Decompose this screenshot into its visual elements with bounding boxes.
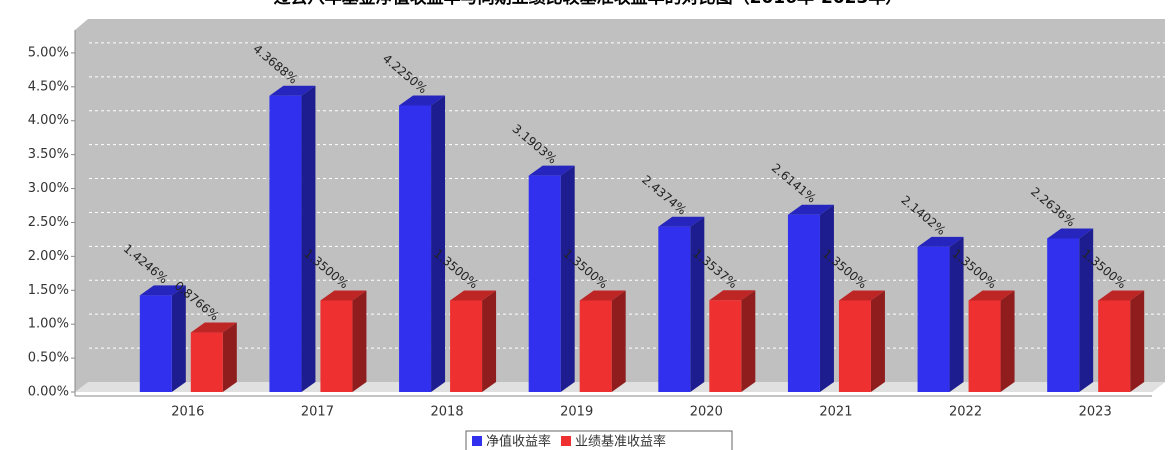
- bar-front: [528, 175, 561, 392]
- y-tick-label: 3.00%: [28, 181, 69, 196]
- bar: [190, 322, 237, 392]
- bar-side: [171, 285, 186, 392]
- bar-front: [139, 295, 172, 392]
- bar-front: [269, 95, 302, 392]
- bar-top: [399, 95, 446, 106]
- bar-side: [611, 290, 626, 392]
- legend-label: 业绩基准收益率: [575, 434, 666, 450]
- legend-label: 净值收益率: [486, 434, 551, 450]
- y-tick-label: 4.00%: [28, 113, 69, 128]
- bar-front: [709, 300, 742, 392]
- bar: [838, 290, 885, 392]
- bar: [968, 290, 1015, 392]
- bar-top: [709, 290, 756, 301]
- bar-top: [917, 236, 964, 247]
- bar-front: [1098, 300, 1131, 392]
- bar-top: [320, 290, 367, 301]
- bar: [269, 85, 316, 392]
- bar: [1098, 290, 1145, 392]
- y-tick-label: 5.00%: [28, 45, 69, 60]
- legend-box: [465, 430, 733, 450]
- bar-side: [301, 85, 316, 392]
- bar-top: [528, 165, 575, 176]
- bar-side: [431, 95, 446, 392]
- bar: [139, 285, 186, 392]
- bar-top: [968, 290, 1015, 301]
- bar-side: [690, 216, 705, 392]
- bar: [450, 290, 497, 392]
- bar-top: [658, 216, 705, 227]
- y-tick-label: 2.00%: [28, 249, 69, 264]
- bar-top: [139, 285, 186, 296]
- bar-side: [1000, 290, 1015, 392]
- bar-front: [190, 332, 223, 392]
- bar-side: [741, 290, 756, 392]
- bar-side: [352, 290, 367, 392]
- x-tick-label: 2021: [819, 405, 852, 420]
- x-tick-label: 2020: [690, 405, 723, 420]
- bar-front: [968, 300, 1001, 392]
- bar-front: [838, 300, 871, 392]
- bar-front: [658, 226, 691, 392]
- x-tick-label: 2016: [171, 405, 204, 420]
- bar-side: [222, 322, 237, 392]
- bar-front: [579, 300, 612, 392]
- bar: [528, 165, 575, 392]
- x-tick-label: 2023: [1079, 405, 1112, 420]
- x-tick-label: 2018: [431, 405, 464, 420]
- bar-front: [450, 300, 483, 392]
- bar-top: [1047, 228, 1094, 239]
- bar-side: [949, 236, 964, 392]
- bar-front: [917, 246, 950, 392]
- bar-top: [190, 322, 237, 333]
- y-tick-label: 1.50%: [28, 283, 69, 298]
- y-tick-label: 4.50%: [28, 79, 69, 94]
- bar: [320, 290, 367, 392]
- bar-front: [399, 105, 432, 392]
- bar: [399, 95, 446, 392]
- bar: [658, 216, 705, 392]
- bar-top: [579, 290, 626, 301]
- bar-front: [1047, 238, 1080, 392]
- legend-swatch: [561, 436, 572, 446]
- legend: 净值收益率 业绩基准收益率: [465, 430, 733, 450]
- legend-swatch: [472, 436, 482, 446]
- bar-top: [269, 85, 316, 96]
- bar-top: [450, 290, 497, 301]
- bar-top: [838, 290, 885, 301]
- x-tick-label: 2017: [301, 405, 334, 420]
- bar-side: [1079, 228, 1094, 392]
- bar-side: [482, 290, 497, 392]
- bar-front: [320, 300, 353, 392]
- bar: [917, 236, 964, 392]
- x-tick-label: 2019: [560, 405, 593, 420]
- bar: [579, 290, 626, 392]
- chart-title: 过去八年基金净值收益率与同期业绩比较基准收益率的对比图（2016年-2023年）: [274, 0, 903, 8]
- x-tick-label: 2022: [949, 405, 982, 420]
- bar: [787, 204, 834, 392]
- bar-front: [787, 214, 820, 392]
- bar-side: [870, 290, 885, 392]
- bar-top: [1098, 290, 1145, 301]
- bar-top: [787, 204, 834, 215]
- y-tick-label: 2.50%: [28, 215, 69, 230]
- bar-side: [1130, 290, 1145, 392]
- bar-side: [819, 204, 834, 392]
- bar: [709, 290, 756, 392]
- bar-side: [560, 165, 575, 392]
- y-tick-label: 1.00%: [28, 317, 69, 332]
- y-tick-label: 0.50%: [28, 351, 69, 366]
- y-tick-label: 3.50%: [28, 147, 69, 162]
- bar: [1047, 228, 1094, 392]
- y-tick-label: 0.00%: [28, 385, 69, 400]
